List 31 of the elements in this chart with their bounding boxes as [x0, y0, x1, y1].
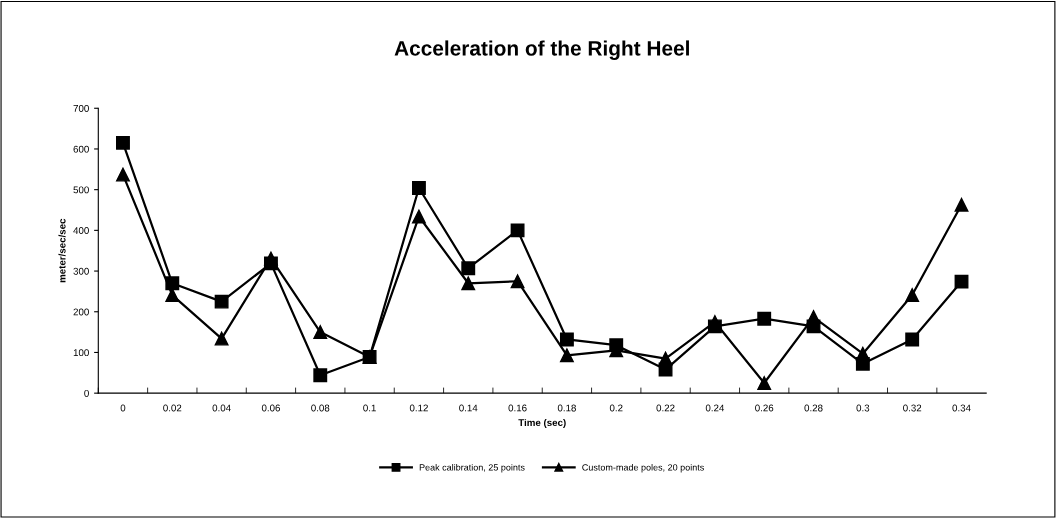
x-tick-label: 0.2 [609, 404, 623, 412]
x-tick-label: 0.28 [804, 404, 823, 412]
y-tick-label: 600 [73, 145, 89, 153]
x-axis-title: Time (sec) [518, 418, 566, 428]
y-tick-label: 300 [73, 267, 89, 275]
x-tick-label: 0.22 [656, 404, 675, 412]
y-tick-label: 0 [84, 389, 89, 397]
y-tick-label: 500 [73, 186, 89, 194]
x-tick-label: 0.3 [856, 404, 870, 412]
x-tick-label: 0.1 [363, 404, 376, 412]
x-tick-label: 0.12 [409, 404, 428, 412]
x-tick-label: 0.32 [903, 404, 922, 412]
legend-label: Peak calibration, 25 points [419, 463, 525, 473]
x-tick-label: 0.02 [163, 404, 182, 412]
y-tick-label: 400 [73, 227, 89, 234]
x-tick-label: 0.18 [557, 404, 576, 412]
y-tick-label: 700 [73, 105, 89, 112]
legend-label: Custom-made poles, 20 points [582, 463, 704, 473]
y-tick-label: 200 [73, 308, 89, 316]
x-tick-label: 0.16 [508, 404, 527, 412]
x-tick-label: 0.14 [459, 404, 478, 412]
x-tick-label: 0.06 [261, 404, 280, 412]
x-tick-label: 0.08 [311, 404, 330, 412]
x-tick-label: 0.26 [755, 404, 774, 412]
y-tick-label: 100 [73, 349, 89, 357]
x-tick-label: 0.34 [952, 404, 971, 412]
chart-title: Acceleration of the Right Heel [394, 40, 689, 60]
y-axis-title: meter/sec/sec [58, 218, 66, 283]
x-tick-label: 0.24 [705, 404, 725, 412]
x-tick-label: 0.04 [212, 404, 231, 412]
x-tick-label: 0 [120, 404, 126, 412]
